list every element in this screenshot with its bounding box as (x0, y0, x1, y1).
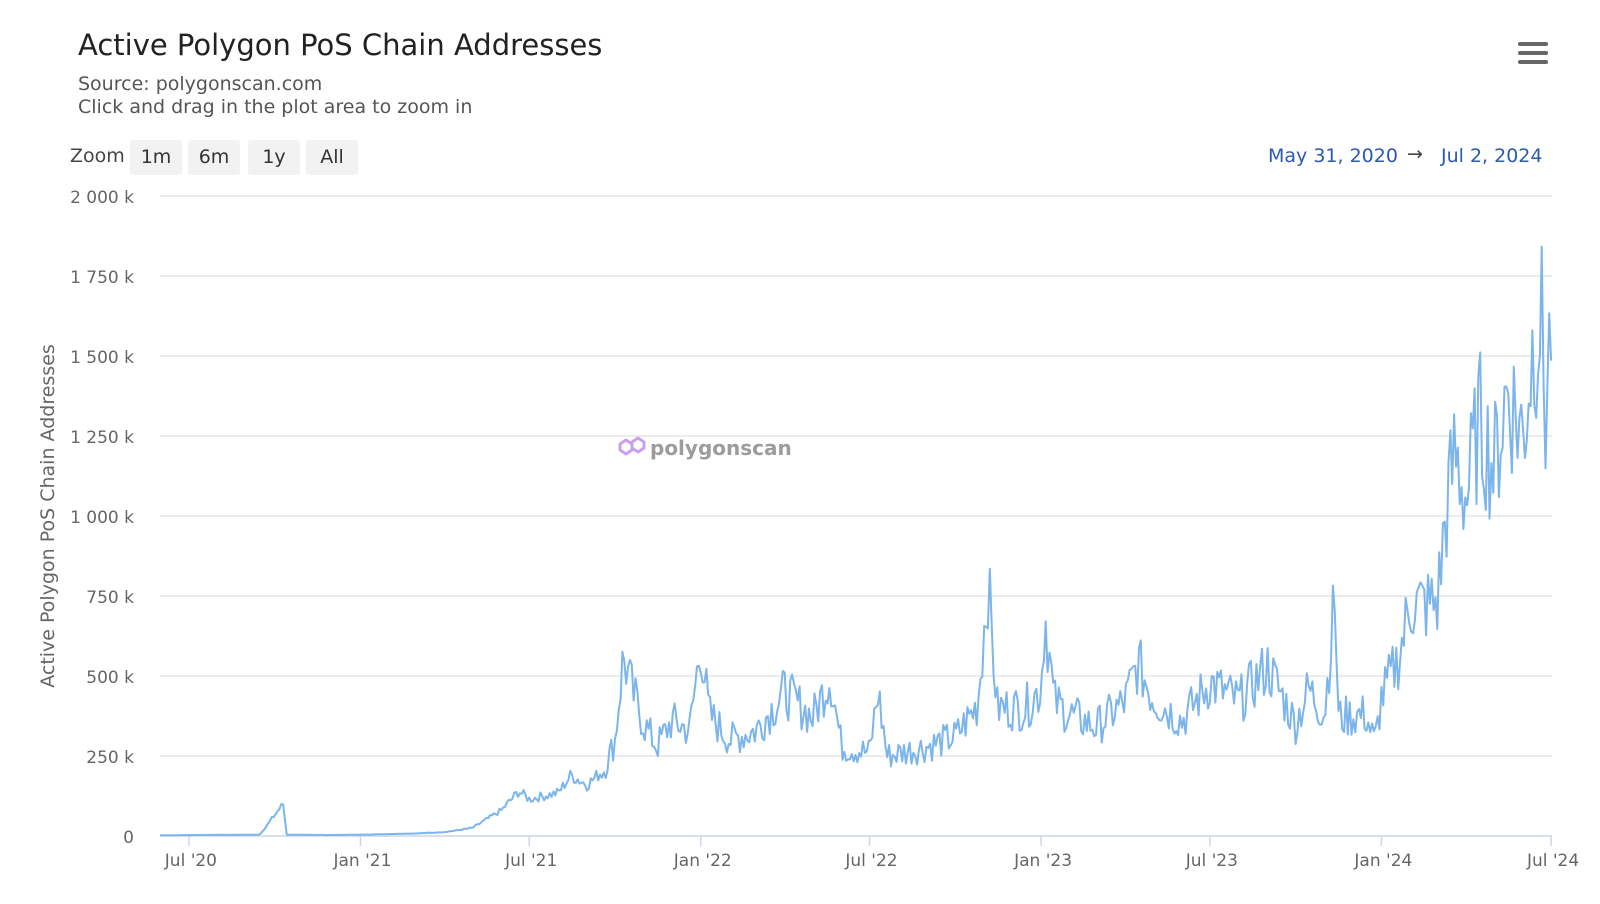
y-tick-label: 250 k (86, 748, 134, 768)
series-line[interactable] (159, 245, 1553, 837)
watermark-text: polygonscan (650, 436, 792, 460)
x-tick-label: Jul '21 (504, 851, 557, 871)
y-tick-label: 1 750 k (70, 268, 134, 288)
x-tick-label: Jul '23 (1185, 851, 1238, 871)
menu-bar (1518, 60, 1548, 64)
zoom-1m-button[interactable]: 1m (130, 140, 182, 175)
y-tick-label: 1 000 k (70, 508, 134, 528)
zoom-6m-button[interactable]: 6m (188, 140, 240, 175)
y-tick-label: 750 k (86, 588, 134, 608)
polygon-logo-icon (618, 436, 646, 456)
x-tick-label: Jan '22 (673, 851, 732, 871)
hamburger-menu-icon[interactable] (1518, 42, 1548, 68)
x-tick-label: Jan '21 (332, 851, 391, 871)
chart-source: Source: polygonscan.com (78, 73, 323, 95)
zoom-hint: Click and drag in the plot area to zoom … (78, 96, 473, 118)
range-arrow: → (1407, 143, 1423, 165)
zoom-all-button[interactable]: All (306, 140, 358, 175)
y-axis-labels: 0 250 k 500 k 750 k 1 000 k 1 250 k 1 500 k 1 7… (70, 188, 134, 848)
y-tick-label: 0 (123, 828, 134, 848)
y-tick-label: 500 k (86, 668, 134, 688)
y-axis-title: Active Polygon PoS Chain Addresses (37, 344, 59, 688)
menu-bar (1518, 42, 1548, 46)
x-tick-label: Jul '24 (1526, 851, 1579, 871)
x-axis-ticks: Jul '20 Jan '21 Jul '21 Jan '22 Jul '22 Jan '… (164, 836, 1579, 871)
range-to[interactable]: Jul 2, 2024 (1441, 145, 1543, 167)
y-tick-label: 2 000 k (70, 188, 134, 208)
gridlines (160, 195, 1552, 757)
y-tick-label: 1 250 k (70, 428, 134, 448)
chart-title: Active Polygon PoS Chain Addresses (78, 28, 603, 62)
range-from[interactable]: May 31, 2020 (1268, 145, 1398, 167)
x-tick-label: Jan '24 (1353, 851, 1412, 871)
zoom-1y-button[interactable]: 1y (248, 140, 300, 175)
x-tick-label: Jul '22 (844, 851, 897, 871)
zoom-label: Zoom (70, 145, 125, 167)
x-tick-label: Jan '23 (1013, 851, 1072, 871)
menu-bar (1518, 51, 1548, 55)
y-tick-label: 1 500 k (70, 348, 134, 368)
x-tick-label: Jul '20 (164, 851, 217, 871)
